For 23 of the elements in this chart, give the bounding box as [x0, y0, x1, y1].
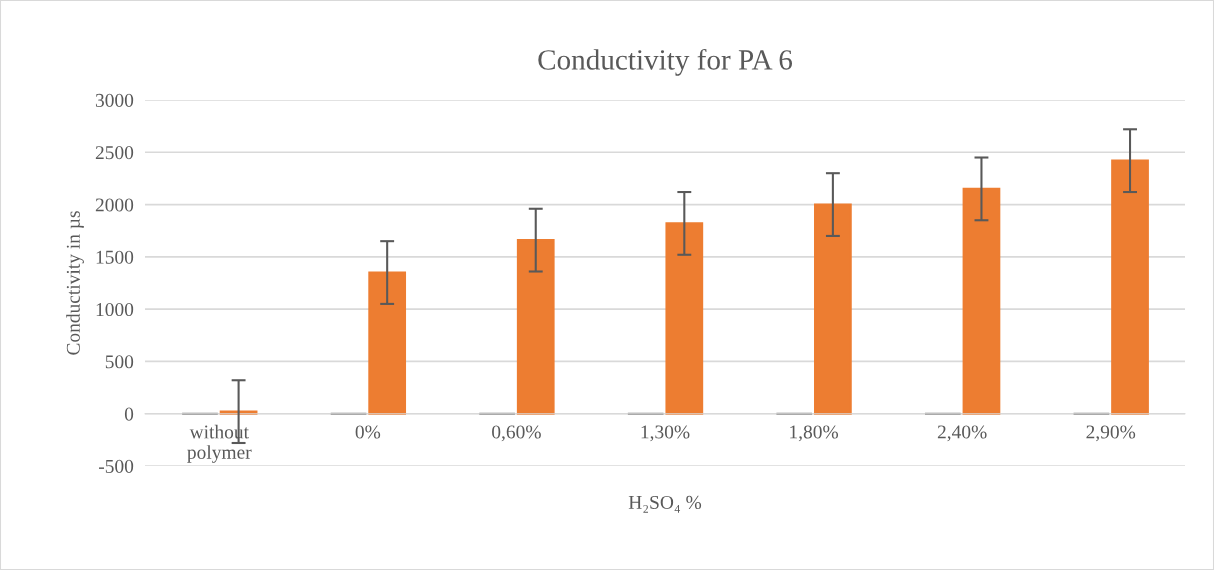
y-tick-label: 3000 — [95, 93, 134, 107]
y-tick-label: -500 — [98, 459, 134, 473]
bar — [962, 187, 1001, 415]
y-tick-label: 1500 — [96, 250, 134, 264]
x-tick-label: 1,80% — [790, 425, 839, 442]
y-tick-label: 2000 — [95, 198, 134, 212]
bar — [368, 271, 407, 415]
x-tick-label: 2,90% — [1086, 425, 1136, 442]
bar — [516, 239, 555, 415]
x-tick-label: 2,40% — [937, 425, 987, 442]
x-tick-label: 0,60% — [492, 425, 541, 442]
bar — [665, 222, 704, 415]
bar — [814, 203, 852, 415]
x-axis-title: H₂SO₄ % — [628, 495, 702, 513]
y-tick-label: 1000 — [96, 302, 134, 317]
y-tick-label: 500 — [105, 355, 134, 369]
bar — [1111, 159, 1149, 415]
chart-title: Conductivity for PA 6 — [538, 48, 793, 76]
y-tick-label: 2500 — [95, 146, 134, 160]
x-tick-label: 1,30% — [641, 425, 690, 442]
y-axis-title: Conductivity in µs — [66, 211, 84, 355]
y-tick-label: 0 — [124, 407, 134, 421]
x-tick-label: 0% — [355, 425, 381, 439]
